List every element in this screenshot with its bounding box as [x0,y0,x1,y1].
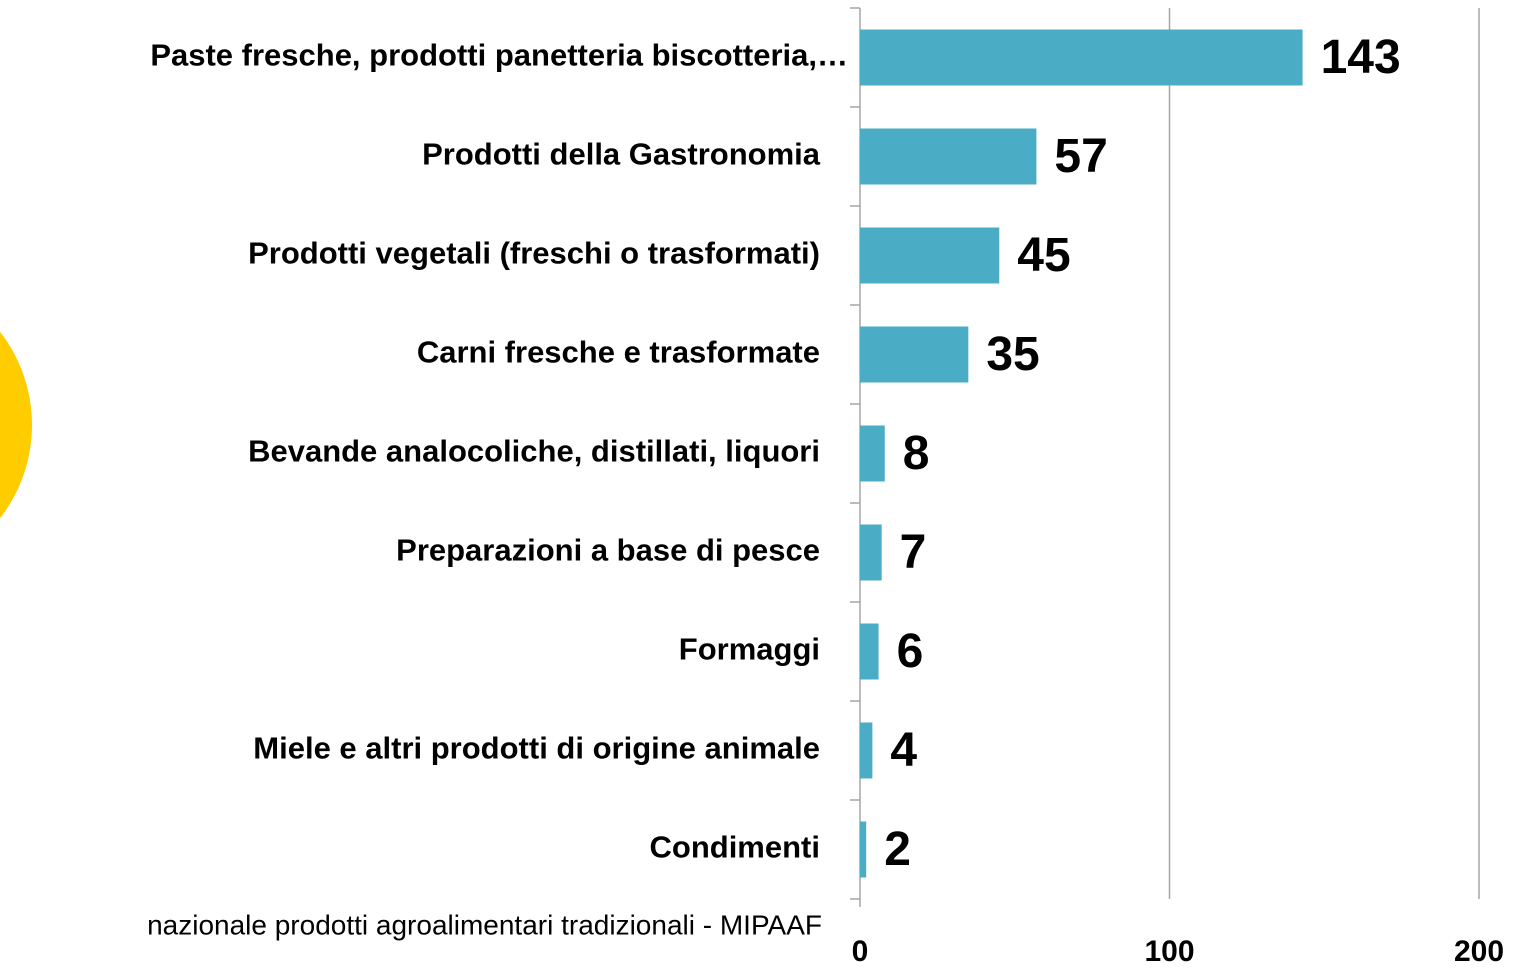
value-label: 57 [1054,130,1107,183]
value-label: 6 [897,625,924,678]
category-label: Paste fresche, prodotti panetteria bisco… [150,38,848,73]
value-label: 2 [884,823,911,876]
bar [860,722,873,779]
category-label: Formaggi [679,632,820,667]
bar [860,524,882,581]
bar [860,128,1037,185]
value-label: 45 [1017,229,1070,282]
value-label: 4 [890,724,917,777]
bar [860,326,969,383]
bar [860,821,867,878]
category-label: Bevande analocoliche, distillati, liquor… [248,434,820,469]
category-label: Condimenti [650,830,821,865]
x-tick-label: 0 [852,935,869,968]
x-tick-label: 200 [1454,935,1504,968]
value-label: 7 [900,526,927,579]
category-label: Preparazioni a base di pesce [396,533,820,568]
x-tick-label: 100 [1144,935,1194,968]
bar [860,623,879,680]
value-label: 143 [1321,31,1401,84]
bar [860,29,1303,86]
value-label: 8 [903,427,930,480]
source-note: nazionale prodotti agroalimentari tradiz… [147,909,822,940]
decoration-circle [0,331,32,519]
bar [860,425,885,482]
category-label: Carni fresche e trasformate [417,335,820,370]
category-label: Prodotti della Gastronomia [422,137,821,172]
value-label: 35 [986,328,1039,381]
category-label: Miele e altri prodotti di origine animal… [253,731,820,766]
bar [860,227,1000,284]
category-label: Prodotti vegetali (freschi o trasformati… [248,236,820,271]
